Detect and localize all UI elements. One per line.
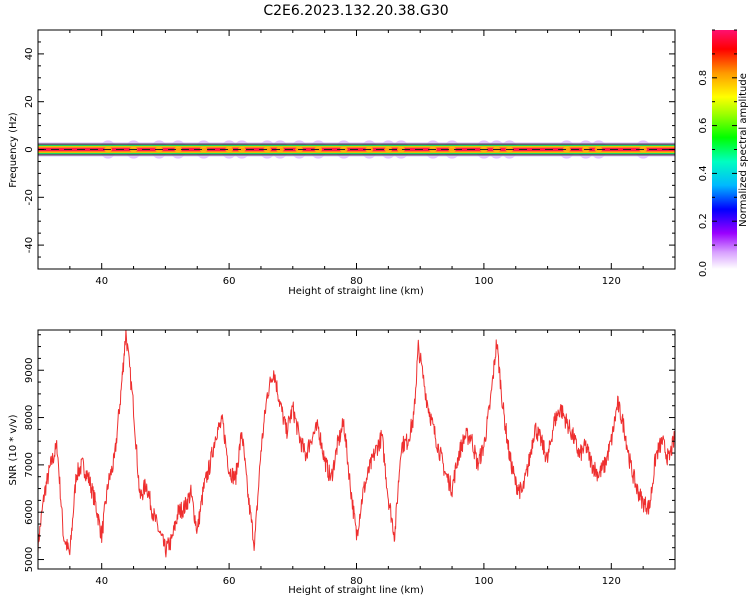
spectrogram-x-tick-label: 100: [474, 276, 493, 287]
spectrogram-peak: [276, 147, 285, 152]
colorbar-ticks: 0.0 0.2 0.4 0.6 0.8: [698, 29, 737, 277]
snr-y-tick-label: 8000: [24, 405, 35, 430]
spectrogram-x-tick-label: 60: [223, 276, 236, 287]
spectrogram-panel: 40 60 80 100 120 -40 -20 0 20 40 Height of strai…: [8, 29, 676, 297]
snr-y-axis-label: SNR (10 * v/v): [8, 414, 19, 485]
spectrogram-y-tick-label: -20: [24, 189, 35, 205]
figure-title: C2E6.2023.132.20.38.G30: [263, 3, 448, 19]
spectrogram-y-tick-label: 20: [24, 95, 35, 108]
colorbar-tick-label: 0.6: [698, 118, 709, 134]
snr-y-tick-label: 5000: [24, 547, 35, 572]
colorbar-tick-label: 0.8: [698, 70, 709, 86]
spectrogram-peak: [562, 147, 571, 152]
colorbar-tick-label: 0.4: [698, 165, 709, 181]
spectrogram-y-ticks: -40 -20 0 20 40: [24, 29, 675, 270]
spectrogram-peak: [174, 147, 183, 152]
spectrogram-peak: [397, 147, 406, 152]
snr-plot-area: [38, 330, 675, 558]
spectrogram-x-tick-label: 40: [95, 276, 108, 287]
spectrogram-peak: [225, 147, 234, 152]
snr-x-tick-label: 80: [350, 576, 363, 587]
spectrogram-x-ticks: 40 60 80 100 120: [37, 30, 676, 287]
spectrogram-peak: [263, 147, 272, 152]
snr-x-tick-label: 100: [474, 576, 493, 587]
snr-y-tick-label: 6000: [24, 499, 35, 524]
snr-y-ticks: 5000 6000 7000 8000 9000: [24, 334, 675, 572]
colorbar-tick-label: 0.2: [698, 213, 709, 229]
spectrogram-peak: [237, 147, 246, 152]
colorbar-label: Normalized spectral amplitude: [738, 73, 749, 227]
snr-x-axis-label: Height of straight line (km): [288, 585, 424, 596]
spectrogram-peak: [199, 147, 208, 152]
snr-y-tick-label: 7000: [24, 452, 35, 477]
colorbar: 0.0 0.2 0.4 0.6 0.8 Normalized spectral ampl…: [698, 29, 749, 277]
snr-x-ticks: 40 60 80 100 120: [37, 330, 676, 587]
spectrogram-peak: [448, 147, 457, 152]
snr-line: [38, 330, 675, 558]
spectrogram-x-axis-label: Height of straight line (km): [288, 286, 424, 297]
snr-x-tick-label: 120: [602, 576, 621, 587]
spectrogram-x-tick-label: 80: [350, 276, 363, 287]
spectrogram-y-axis-label: Frequency (Hz): [8, 112, 19, 188]
snr-panel: 40 60 80 100 120 5000 6000 7000 8000 9000 Height…: [8, 329, 676, 596]
spectrogram-x-tick-label: 120: [602, 276, 621, 287]
spectrogram-y-tick-label: 0: [24, 146, 35, 152]
colorbar-tick-label: 0.0: [698, 261, 709, 277]
snr-x-tick-label: 60: [223, 576, 236, 587]
snr-x-tick-label: 40: [95, 576, 108, 587]
snr-y-tick-label: 9000: [24, 358, 35, 383]
spectrogram-plot-area: [38, 140, 675, 159]
spectrogram-y-tick-label: -40: [24, 237, 35, 253]
colorbar-gradient: [712, 30, 737, 269]
spectrogram-y-tick-label: 40: [24, 48, 35, 61]
spectrogram-peak: [384, 147, 393, 152]
